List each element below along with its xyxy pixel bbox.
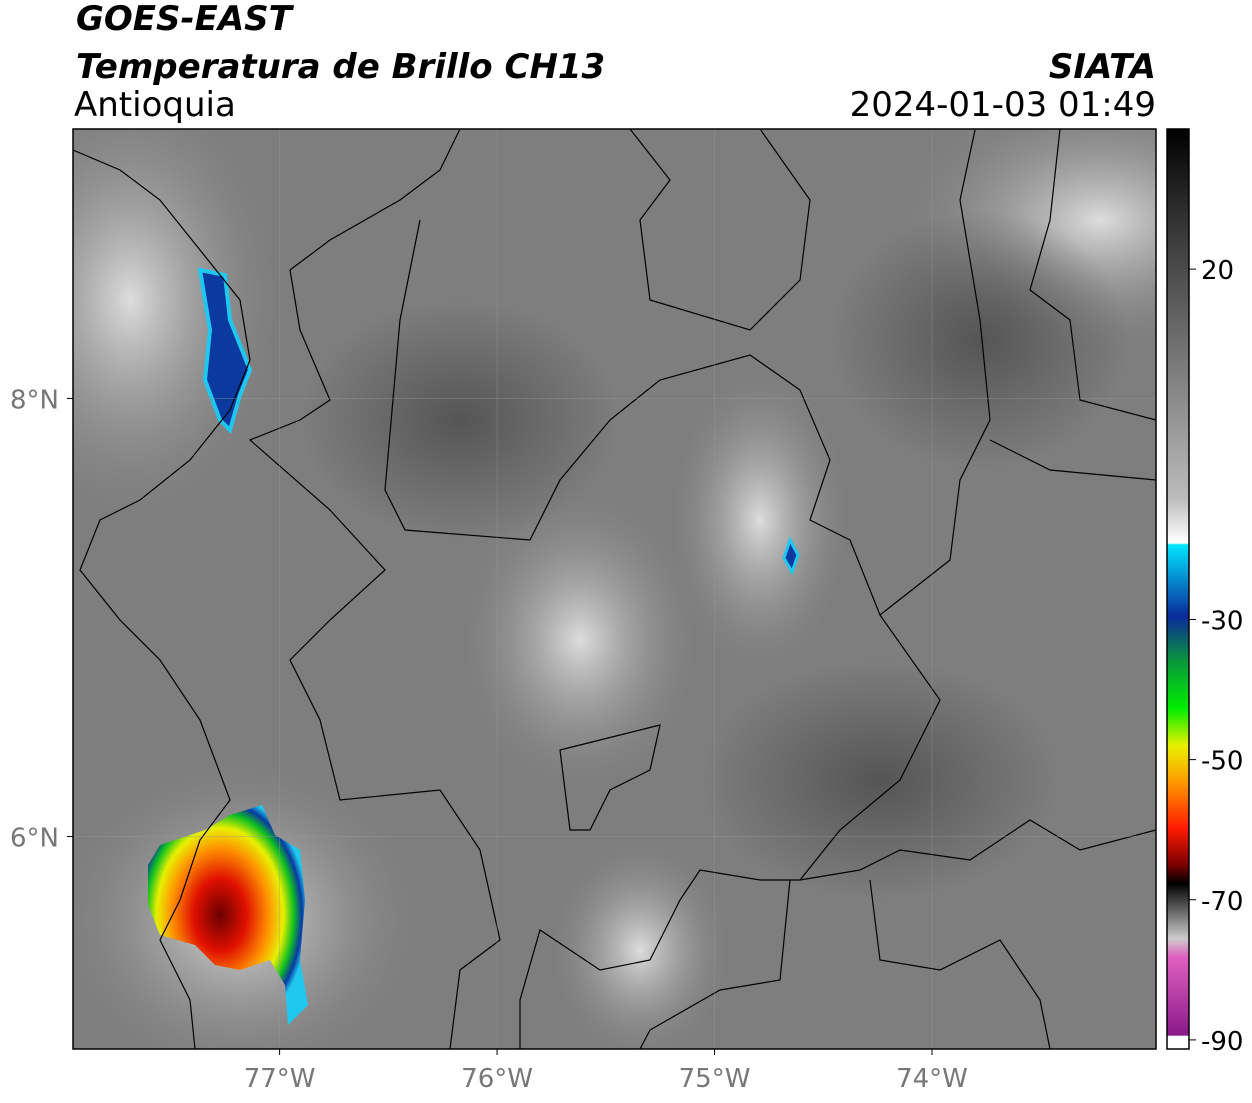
colorbar-tick-label: -30 [1201,606,1243,636]
colorbar [1166,128,1190,1050]
satellite-image [73,129,1156,1049]
x-tick-label: 75°W [679,1064,751,1094]
subtitle: Temperatura de Brillo CH13 [76,47,605,87]
datetime: 2024-01-03 01:49 [850,85,1156,125]
colorbar-tick-label: -70 [1201,887,1243,917]
x-tick-label: 74°W [896,1064,968,1094]
source: SIATA [1049,47,1156,87]
y-tick-label: 6°N [10,824,59,854]
region: Antioquia [74,85,236,125]
graticule [73,129,1156,1049]
title: GOES-EAST [76,0,295,39]
colorbar-tick-label: -90 [1201,1027,1243,1057]
x-tick-label: 76°W [461,1064,533,1094]
map-frame [72,128,1157,1050]
y-tick-label: 8°N [10,385,59,415]
x-tick-label: 77°W [244,1064,316,1094]
colorbar-tick-label: 20 [1201,256,1234,286]
colorbar-tick-label: -50 [1201,747,1243,777]
